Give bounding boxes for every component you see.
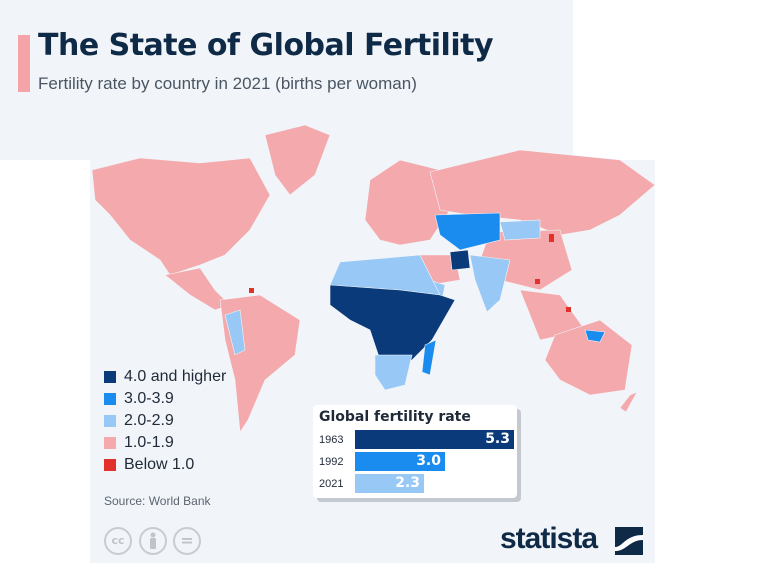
region-australia bbox=[544, 319, 633, 396]
region-central-asia bbox=[434, 212, 501, 251]
legend-swatch bbox=[104, 371, 116, 383]
region-mongolia bbox=[499, 219, 541, 241]
region-sub-saharan-africa bbox=[329, 284, 456, 361]
bar: 2.3 bbox=[355, 474, 424, 493]
region-north-america bbox=[91, 157, 271, 276]
legend: 4.0 and higher 3.0-3.9 2.0-2.9 1.0-1.9 B… bbox=[104, 366, 226, 476]
title-accent-bar bbox=[18, 35, 30, 92]
region-new-zealand bbox=[619, 391, 638, 413]
legend-item: 1.0-1.9 bbox=[104, 432, 226, 454]
region-guam bbox=[566, 307, 571, 312]
legend-item: 2.0-2.9 bbox=[104, 410, 226, 432]
source-note: Source: World Bank bbox=[104, 494, 211, 508]
legend-swatch bbox=[104, 415, 116, 427]
region-india bbox=[469, 254, 511, 313]
region-greenland bbox=[264, 124, 331, 196]
legend-item: 3.0-3.9 bbox=[104, 388, 226, 410]
bar: 3.0 bbox=[355, 452, 445, 471]
no-derivatives-icon: = bbox=[173, 527, 201, 555]
global-fertility-inset: Global fertility rate 1963 5.3 1992 3.0 2021… bbox=[313, 405, 517, 498]
statista-logo: statista bbox=[500, 522, 598, 555]
page-subtitle: Fertility rate by country in 2021 (birth… bbox=[38, 74, 417, 93]
attribution-person-icon bbox=[139, 527, 167, 555]
legend-label: 4.0 and higher bbox=[124, 368, 227, 385]
bar-year-label: 2021 bbox=[319, 477, 344, 490]
legend-swatch bbox=[104, 437, 116, 449]
region-europe bbox=[364, 159, 451, 246]
region-hong-kong bbox=[535, 279, 540, 284]
region-puerto-rico bbox=[249, 288, 254, 293]
legend-label: Below 1.0 bbox=[124, 456, 195, 473]
inset-title: Global fertility rate bbox=[319, 409, 471, 425]
legend-swatch bbox=[104, 393, 116, 405]
region-papua bbox=[584, 329, 606, 343]
region-madagascar bbox=[421, 339, 437, 376]
legend-label: 1.0-1.9 bbox=[124, 434, 174, 451]
bar: 5.3 bbox=[355, 430, 514, 449]
bar-year-label: 1992 bbox=[319, 455, 344, 468]
bar-row: 1992 3.0 bbox=[313, 452, 445, 471]
region-afghanistan bbox=[449, 249, 471, 271]
legend-swatch bbox=[104, 459, 116, 471]
legend-label: 2.0-2.9 bbox=[124, 412, 174, 429]
cc-license-icon: cc bbox=[104, 527, 132, 555]
region-andes bbox=[224, 309, 246, 356]
region-southern-africa bbox=[374, 354, 413, 391]
statista-logo-mark-icon bbox=[615, 527, 643, 555]
legend-label: 3.0-3.9 bbox=[124, 390, 174, 407]
page-title: The State of Global Fertility bbox=[38, 28, 494, 63]
bar-row: 1963 5.3 bbox=[313, 430, 514, 449]
region-south-korea bbox=[549, 234, 554, 242]
legend-item: Below 1.0 bbox=[104, 454, 226, 476]
bar-year-label: 1963 bbox=[319, 433, 344, 446]
bar-row: 2021 2.3 bbox=[313, 474, 424, 493]
legend-item: 4.0 and higher bbox=[104, 366, 226, 388]
